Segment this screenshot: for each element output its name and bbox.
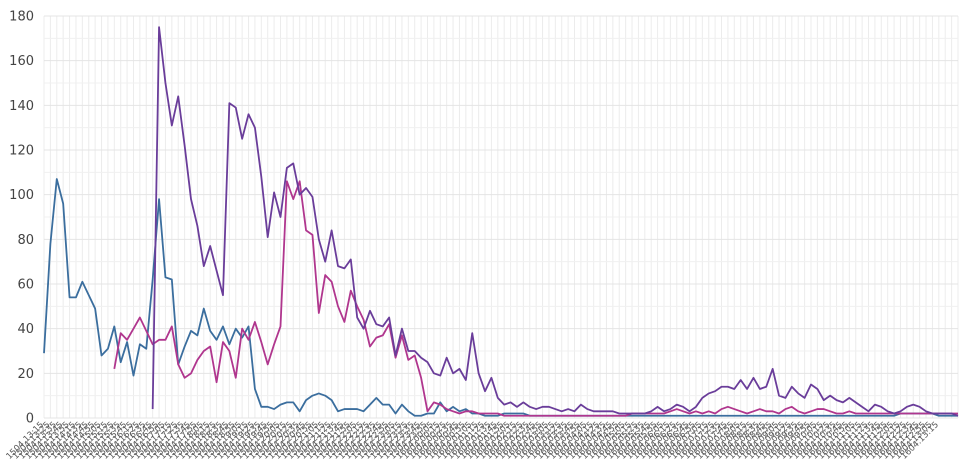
y-tick-label: 0	[26, 412, 34, 427]
y-tick-label: 80	[17, 233, 34, 248]
gridlines	[43, 15, 959, 419]
y-tick-label: 60	[17, 278, 34, 293]
y-tick-label: 100	[9, 188, 34, 203]
y-tick-label: 20	[17, 367, 34, 382]
y-tick-label: 180	[9, 10, 34, 25]
y-axis: 0 20 40 60 80 100 120 140 160 180	[9, 10, 34, 427]
y-tick-label: 140	[9, 99, 34, 114]
series-line-2	[113, 180, 958, 417]
series-line-3	[151, 26, 959, 417]
y-tick-label: 120	[9, 144, 34, 159]
y-tick-label: 40	[17, 322, 34, 337]
x-axis: 1504.13:151504.13:251504.13:351504.13:45…	[5, 420, 941, 462]
series-lines	[43, 26, 959, 417]
y-tick-label: 160	[9, 54, 34, 69]
